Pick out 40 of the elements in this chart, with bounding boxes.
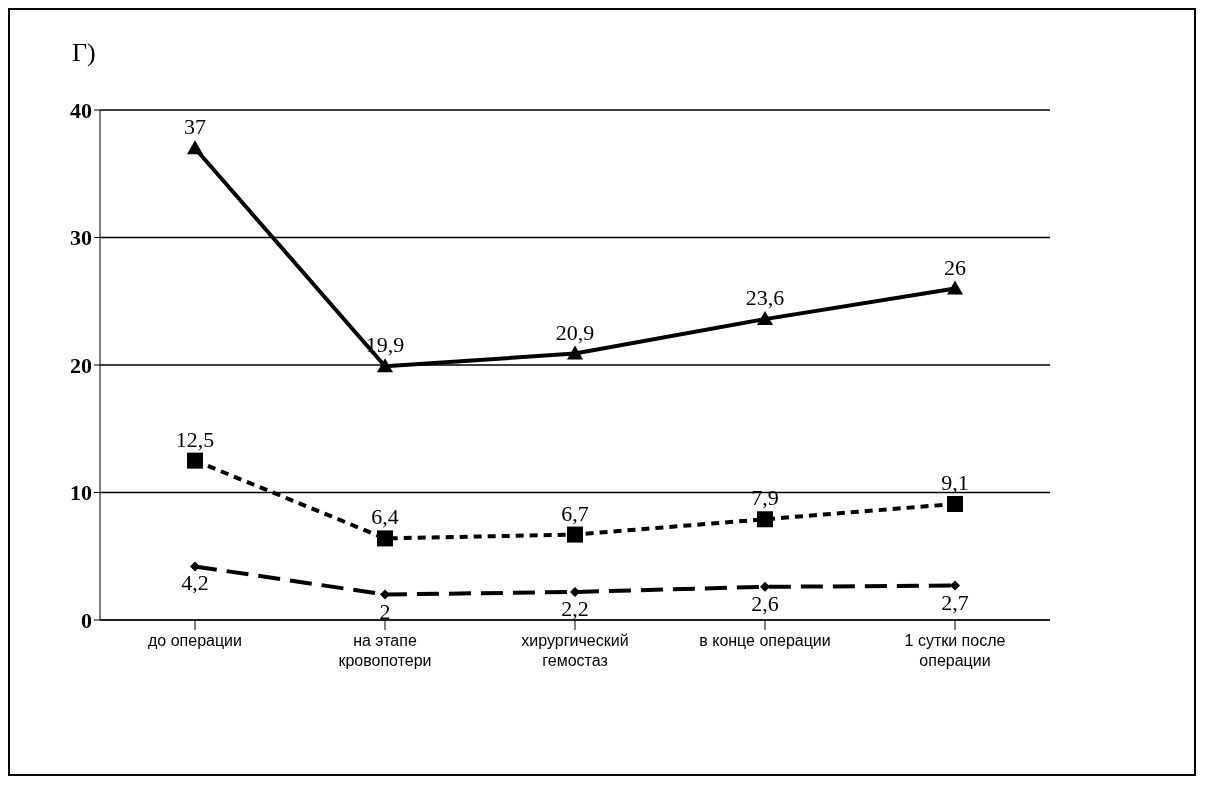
point	[757, 511, 773, 528]
y-tick-label: 20	[70, 352, 92, 378]
point	[757, 311, 773, 326]
point	[567, 526, 583, 543]
x-tick-label: на этапе кровопотери	[338, 632, 432, 669]
point	[377, 530, 393, 547]
point	[187, 140, 203, 155]
x-tick-label: в конце операции	[699, 632, 831, 649]
y-tick-label: 0	[81, 607, 92, 633]
x-tick-label: 1 сутки после операции	[904, 632, 1006, 669]
x-tick-label: хирургический гемостаз	[521, 632, 629, 669]
y-tick-label: 10	[70, 480, 92, 506]
point	[567, 345, 583, 360]
point	[950, 580, 960, 591]
data-label: 12,5	[175, 426, 215, 452]
point	[947, 280, 963, 295]
data-label: 26	[944, 254, 966, 280]
data-label: 23,6	[745, 285, 785, 311]
point	[760, 581, 770, 592]
data-label: 2	[379, 598, 391, 624]
point	[187, 452, 203, 469]
point	[380, 589, 390, 600]
y-tick-label: 40	[70, 97, 92, 123]
point	[377, 358, 393, 373]
y-tick-label: 30	[70, 225, 92, 251]
chart-title: Г)	[72, 38, 96, 68]
point	[947, 495, 963, 512]
data-label: 4,2	[181, 570, 209, 596]
data-label: 19,9	[365, 332, 405, 358]
x-tick-label: до операции	[148, 632, 242, 649]
data-label: 2,2	[561, 595, 589, 621]
data-label: 6,7	[561, 500, 589, 526]
data-label: 2,7	[941, 589, 969, 615]
data-label: 2,6	[751, 590, 779, 616]
point	[570, 586, 580, 597]
data-label: 9,1	[941, 469, 969, 495]
data-label: 6,4	[371, 504, 399, 530]
point	[190, 561, 200, 572]
data-label: 20,9	[555, 319, 595, 345]
data-label: 37	[184, 114, 206, 140]
